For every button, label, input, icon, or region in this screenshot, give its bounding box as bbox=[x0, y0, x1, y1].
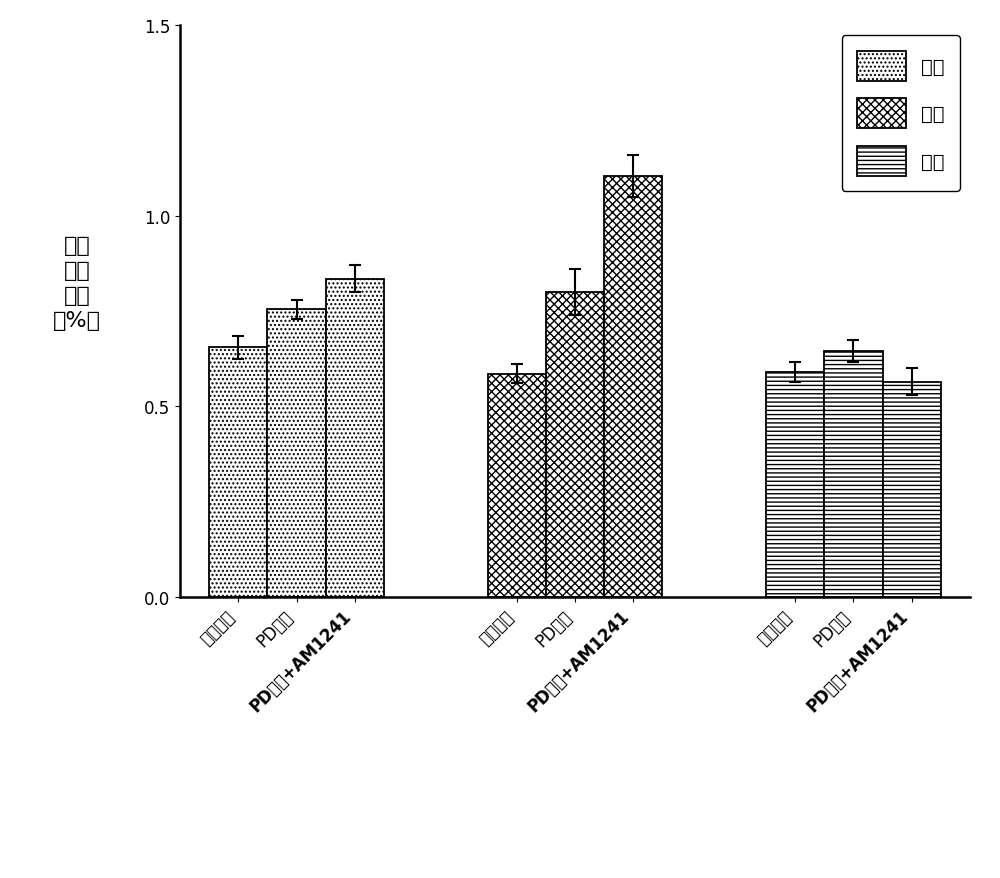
Bar bbox=[824, 351, 883, 597]
Bar bbox=[604, 176, 662, 597]
Legend: 黑质, 海马, 脑干: 黑质, 海马, 脑干 bbox=[842, 36, 960, 192]
Bar bbox=[267, 310, 326, 597]
Bar bbox=[546, 292, 604, 597]
Bar bbox=[209, 348, 267, 597]
Bar bbox=[883, 382, 941, 597]
Text: 相对
表达
水平
（%）: 相对 表达 水平 （%） bbox=[53, 236, 101, 330]
Bar bbox=[326, 279, 384, 597]
Bar bbox=[766, 372, 824, 597]
Bar bbox=[488, 374, 546, 597]
